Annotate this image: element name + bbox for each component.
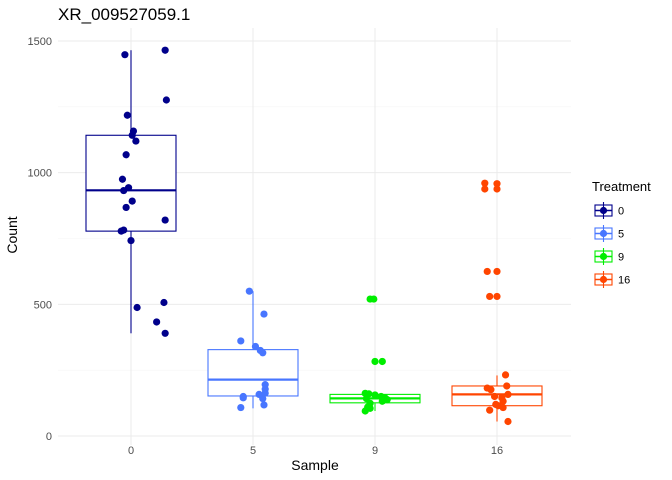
data-point: [371, 391, 379, 399]
data-point: [259, 349, 267, 357]
data-point: [504, 390, 512, 398]
data-point: [260, 401, 268, 409]
legend-label: 0: [618, 206, 624, 218]
x-tick-label: 9: [372, 445, 378, 457]
data-point: [481, 185, 489, 193]
box-layer: [85, 50, 543, 422]
data-point: [123, 111, 131, 119]
data-point: [486, 406, 494, 414]
data-point: [117, 227, 125, 235]
grid-lines: [58, 28, 571, 445]
data-point: [245, 287, 253, 295]
y-tick-label: 0: [46, 431, 52, 443]
data-point: [160, 298, 168, 307]
data-point: [121, 51, 129, 59]
y-axis-title: Count: [4, 216, 20, 253]
data-point: [378, 357, 386, 366]
y-tick-label: 1500: [28, 36, 52, 48]
data-point: [370, 295, 378, 303]
data-point: [260, 310, 268, 318]
data-point: [493, 180, 501, 188]
data-point: [493, 185, 501, 193]
data-point: [153, 318, 161, 326]
chart-title: XR_009527059.1: [58, 5, 190, 24]
data-point: [259, 395, 267, 403]
data-point: [378, 397, 386, 405]
data-point: [371, 357, 379, 366]
data-point: [133, 303, 141, 312]
data-point: [361, 407, 369, 415]
x-tick-label: 5: [250, 445, 256, 457]
legend-key-point: [599, 275, 608, 284]
legend-title: Treatment: [592, 179, 651, 194]
data-point: [161, 216, 169, 224]
box-iqr: [207, 349, 299, 397]
legend-label: 9: [618, 252, 624, 264]
x-tick-label: 16: [491, 445, 503, 457]
data-point: [504, 417, 512, 426]
data-point: [161, 46, 169, 54]
data-point: [237, 337, 245, 345]
data-point: [490, 392, 499, 401]
data-point: [493, 292, 501, 301]
data-point: [127, 237, 135, 245]
x-axis-title: Sample: [291, 457, 339, 473]
data-point: [161, 329, 169, 337]
data-point: [261, 389, 269, 397]
data-point: [122, 203, 130, 212]
data-point: [237, 403, 245, 412]
y-tick-label: 1000: [28, 168, 52, 180]
legend-label: 16: [618, 275, 630, 287]
axis-labels: 0 500 1000 1500 0 5 9 16: [28, 36, 504, 457]
legend-key-point: [599, 206, 608, 215]
data-point: [481, 179, 489, 187]
data-point: [128, 197, 136, 205]
data-point: [122, 151, 130, 159]
legend: Treatment 0 5 9 16: [592, 179, 651, 288]
y-tick-label: 500: [34, 299, 52, 311]
data-point: [118, 175, 127, 183]
data-point: [239, 394, 247, 402]
data-point: [128, 131, 136, 139]
box-iqr: [85, 134, 177, 232]
legend-label: 5: [618, 229, 624, 241]
data-point: [499, 397, 507, 405]
data-point: [132, 137, 140, 145]
data-point: [120, 186, 128, 195]
data-point: [486, 292, 494, 301]
data-point: [483, 267, 491, 276]
data-point: [251, 342, 260, 351]
data-point: [503, 382, 511, 390]
legend-key-point: [599, 229, 608, 238]
points-layer: [117, 46, 512, 426]
legend-key-point: [599, 252, 608, 261]
data-point: [499, 403, 507, 412]
x-tick-label: 0: [128, 445, 134, 457]
data-point: [501, 371, 510, 379]
data-point: [487, 386, 495, 394]
data-point: [162, 96, 170, 104]
data-point: [493, 267, 501, 276]
